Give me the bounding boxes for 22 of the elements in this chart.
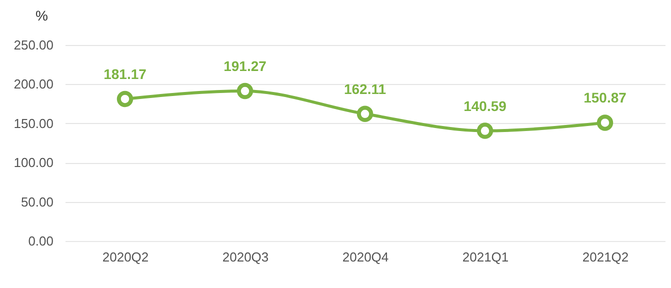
x-tick-label: 2021Q2 (582, 250, 629, 264)
y-tick-label: 200.00 (14, 76, 54, 92)
data-label: 191.27 (224, 58, 267, 74)
point (356, 106, 374, 122)
point (596, 114, 614, 131)
x-tick-label: 2021Q1 (462, 250, 509, 264)
y-tick-label: 100.00 (14, 155, 54, 170)
data-label: 150.87 (584, 90, 627, 106)
data-label: 140.59 (464, 98, 507, 114)
y-tick-label: 250.00 (14, 38, 54, 52)
data-label: 162.11 (344, 80, 386, 97)
x-tick-label: 2020Q4 (342, 250, 389, 264)
y-tick-label: 50.00 (20, 194, 54, 210)
data-label: 181.17 (104, 66, 147, 82)
point (476, 122, 494, 139)
point (236, 82, 254, 100)
x-tick-label: 2020Q2 (102, 250, 149, 264)
y-tick-label: 0.00 (28, 234, 54, 248)
x-tick-label: 2020Q3 (222, 250, 269, 264)
point (116, 90, 134, 108)
y-tick-label: 150.00 (14, 116, 54, 131)
y-axis-title: % (36, 8, 48, 24)
